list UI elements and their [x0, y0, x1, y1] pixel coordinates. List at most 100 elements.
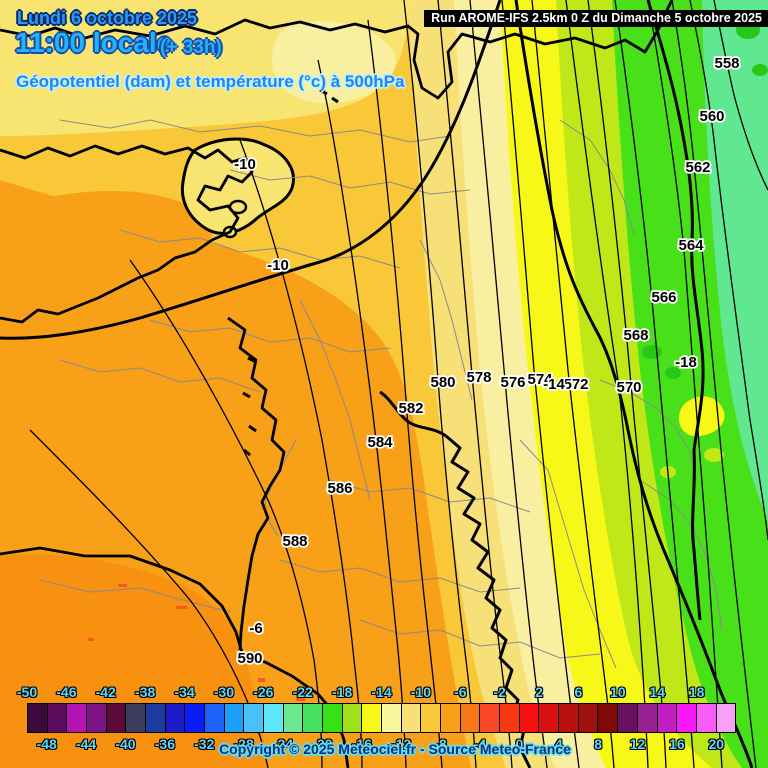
- colorbar-tick-label: 0: [515, 736, 524, 752]
- colorbar-tick-label: -16: [351, 736, 372, 752]
- colorbar-tick-label: -24: [272, 736, 294, 752]
- temperature-value-label: -10: [267, 257, 289, 274]
- temperature-colorbar: [27, 703, 736, 733]
- colorbar-tick-label: 14: [649, 684, 666, 700]
- contour-566: [614, 0, 695, 768]
- patch-pale-north: [271, 21, 396, 104]
- colorbar-tick-label: -20: [312, 736, 333, 752]
- patch-orange-brittany: [0, 190, 213, 316]
- colorbar-tick-label: -46: [56, 684, 77, 700]
- colorbar-tick-label: -32: [194, 736, 215, 752]
- colorbar-tick-label: 12: [629, 736, 646, 752]
- geopotential-value-label: 578: [466, 369, 491, 386]
- colorbar-tick-label: -4: [473, 736, 487, 752]
- colorbar-cell: [441, 704, 461, 732]
- colorbar-cell: [28, 704, 48, 732]
- geopotential-contours: [29, 0, 768, 768]
- colorbar-cell: [47, 704, 68, 732]
- colorbar-tick-label: -34: [174, 684, 195, 700]
- colorbar-cell: [618, 704, 638, 732]
- geopotential-value-label: 570: [616, 379, 641, 396]
- isotherm-minus18: [646, 0, 705, 621]
- temperature-value-label: -6: [249, 620, 262, 637]
- colorbar-cell: [342, 704, 363, 732]
- colorbar-tick-label: -48: [36, 736, 57, 752]
- geopotential-value-label: 566: [651, 289, 676, 306]
- geopotential-value-label: 562: [685, 159, 710, 176]
- colorbar-cell: [87, 704, 107, 732]
- colorbar-tick-label: -42: [95, 684, 116, 700]
- geopotential-value-label: 590: [237, 650, 262, 667]
- colorbar-cell: [205, 704, 225, 732]
- colorbar-tick-label: -10: [410, 684, 431, 700]
- admin-borders: [39, 119, 723, 669]
- geopotential-value-label: 560: [699, 108, 724, 125]
- isotherm-minus12-tail: [379, 390, 447, 438]
- colorbar-tick-label: -8: [434, 736, 447, 752]
- geopotential-value-label: 584: [367, 434, 393, 451]
- contour-578: [437, 0, 513, 768]
- colorbar-tick-label: -2: [493, 684, 506, 700]
- islands: [242, 88, 339, 457]
- colorbar-cell: [480, 704, 501, 732]
- contour-558: [713, 0, 768, 191]
- colorbar-tick-label: -18: [331, 684, 353, 700]
- colorbar-cell: [519, 704, 540, 732]
- contour-590: [29, 429, 269, 768]
- colorbar-cell: [637, 704, 658, 732]
- geopotential-value-label: 576: [500, 374, 525, 391]
- contour-564: [647, 0, 723, 768]
- geopotential-value-label: 582: [398, 400, 423, 417]
- colorbar-cell: [362, 704, 383, 732]
- colorbar-cell: [559, 704, 579, 732]
- temperature-value-label: -18: [675, 354, 697, 371]
- colorbar-cell: [716, 704, 736, 732]
- colorbar-cell: [146, 704, 166, 732]
- coastlines: [0, 0, 674, 768]
- colorbar-cell: [382, 704, 402, 732]
- colorbar-tick-label: 4: [554, 736, 563, 752]
- colorbar-cell: [323, 704, 343, 732]
- colorbar-cell: [303, 704, 324, 732]
- geopotential-value-label: 564: [678, 237, 704, 254]
- parameter-title: Géopotentiel (dam) et température (°c) à…: [16, 72, 405, 91]
- colorbar-cell: [244, 704, 265, 732]
- colorbar-tick-label: 18: [688, 684, 705, 700]
- colorbar-cell: [421, 704, 442, 732]
- geopotential-value-label: 558: [714, 55, 739, 72]
- colorbar-cell: [106, 704, 127, 732]
- contour-560: [689, 0, 768, 541]
- copyright-notice: Copyright © 2025 Meteociel.fr - Source M…: [219, 741, 571, 757]
- colorbar-tick-label: -12: [391, 736, 412, 752]
- coast-spain: [0, 546, 245, 657]
- colorbar-cell: [67, 704, 88, 732]
- contour-568: [587, 0, 667, 768]
- date-label: Lundi 6 octobre 2025: [17, 8, 198, 28]
- colorbar-tick-label: -50: [16, 684, 38, 700]
- coast-brittany: [0, 144, 254, 324]
- isotherm-minus16: [514, 0, 754, 768]
- geopotential-value-label: 580: [430, 374, 455, 391]
- colorbar-cell: [598, 704, 619, 732]
- geopotential-value-label: 574: [527, 371, 553, 388]
- model-run-info: Run AROME-IFS 2.5km 0 Z du Dimanche 5 oc…: [424, 10, 768, 27]
- colorbar-tick-label: -38: [135, 684, 156, 700]
- contour-570: [565, 0, 649, 768]
- colorbar-tick-label: -44: [75, 736, 97, 752]
- geopotential-value-label: 588: [282, 533, 307, 550]
- colorbar-cell: [264, 704, 284, 732]
- colorbar-cell: [224, 704, 245, 732]
- geopotential-value-label: 572: [563, 376, 588, 393]
- colorbar-tick-label: -40: [115, 736, 136, 752]
- colorbar-cell: [657, 704, 678, 732]
- colorbar-tick-label: -26: [253, 684, 274, 700]
- contour-580: [403, 0, 477, 768]
- colorbar-tick-label: -6: [454, 684, 467, 700]
- colorbar-cell: [126, 704, 147, 732]
- border-pyrenees: [242, 654, 350, 768]
- colorbar-cell: [185, 704, 206, 732]
